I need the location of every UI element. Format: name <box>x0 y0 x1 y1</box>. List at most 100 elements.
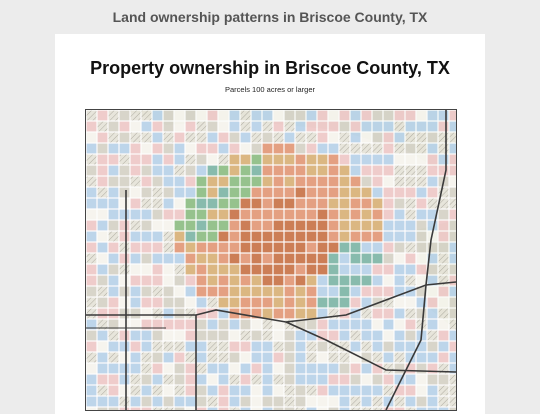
parcel <box>382 142 394 154</box>
parcel <box>118 187 130 199</box>
parcel <box>140 209 152 221</box>
parcel <box>118 242 130 254</box>
parcel <box>306 242 318 254</box>
parcel <box>273 187 285 199</box>
parcel <box>284 131 296 143</box>
parcel <box>251 395 263 407</box>
parcel <box>284 164 296 176</box>
parcel <box>273 297 285 309</box>
parcel <box>207 264 219 276</box>
parcel <box>207 176 219 188</box>
parcel <box>317 164 329 176</box>
parcel <box>262 220 274 232</box>
parcel <box>251 275 263 287</box>
parcel <box>317 153 329 165</box>
parcel <box>229 220 241 232</box>
parcel <box>426 384 438 396</box>
parcel <box>339 373 351 385</box>
parcel <box>129 395 141 407</box>
parcel <box>163 286 175 298</box>
parcel <box>295 231 307 243</box>
parcel <box>140 395 152 407</box>
parcel <box>415 142 427 154</box>
parcel <box>360 231 372 243</box>
parcel <box>317 352 329 364</box>
parcel <box>97 341 108 353</box>
parcel <box>229 231 241 243</box>
parcel <box>86 319 97 331</box>
highway-east-west <box>86 281 456 323</box>
parcel <box>207 395 219 407</box>
parcel <box>196 198 208 210</box>
parcel <box>404 330 416 342</box>
parcel <box>306 308 318 320</box>
parcel <box>163 308 175 320</box>
parcel <box>306 131 318 143</box>
parcel <box>107 176 119 188</box>
parcel <box>415 373 427 385</box>
parcel <box>218 176 230 188</box>
parcel <box>382 220 394 232</box>
parcel <box>240 209 252 221</box>
parcel <box>152 297 164 309</box>
parcel <box>437 153 449 165</box>
parcel <box>107 231 119 243</box>
parcel <box>339 187 351 199</box>
parcel <box>174 352 186 364</box>
parcel <box>360 275 372 287</box>
parcel <box>218 373 230 385</box>
parcel <box>107 253 119 265</box>
parcel <box>349 363 361 375</box>
parcel <box>152 341 164 353</box>
parcel <box>284 330 296 342</box>
parcel <box>371 131 383 143</box>
parcel <box>415 198 427 210</box>
parcel <box>328 363 340 375</box>
parcel <box>393 220 405 232</box>
parcel <box>317 406 329 410</box>
parcel <box>262 363 274 375</box>
parcel <box>207 253 219 265</box>
parcel <box>152 164 164 176</box>
parcel <box>437 384 449 396</box>
parcel <box>339 209 351 221</box>
parcel <box>393 395 405 407</box>
parcel <box>107 330 119 342</box>
parcel <box>196 242 208 254</box>
parcel <box>415 110 427 121</box>
parcel <box>218 352 230 364</box>
parcel <box>448 363 456 375</box>
parcel <box>382 121 394 132</box>
parcel <box>284 264 296 276</box>
parcel <box>218 121 230 132</box>
parcel <box>371 264 383 276</box>
parcel <box>284 406 296 410</box>
parcel <box>229 341 241 353</box>
parcel <box>86 275 97 287</box>
parcel <box>240 264 252 276</box>
parcel-map[interactable] <box>85 109 457 411</box>
parcel <box>415 264 427 276</box>
parcel <box>218 131 230 143</box>
parcel <box>426 352 438 364</box>
parcel <box>339 352 351 364</box>
parcel <box>218 253 230 265</box>
parcel <box>196 220 208 232</box>
parcel <box>295 121 307 132</box>
parcel <box>404 395 416 407</box>
parcel <box>262 176 274 188</box>
parcel <box>174 142 186 154</box>
parcel <box>262 373 274 385</box>
parcel <box>207 142 219 154</box>
parcel <box>118 231 130 243</box>
parcel <box>393 352 405 364</box>
parcel <box>86 341 97 353</box>
parcel <box>152 286 164 298</box>
parcel <box>393 110 405 121</box>
parcel <box>426 286 438 298</box>
parcel <box>229 384 241 396</box>
parcel <box>349 164 361 176</box>
parcel <box>240 242 252 254</box>
parcel <box>284 384 296 396</box>
parcel <box>163 153 175 165</box>
